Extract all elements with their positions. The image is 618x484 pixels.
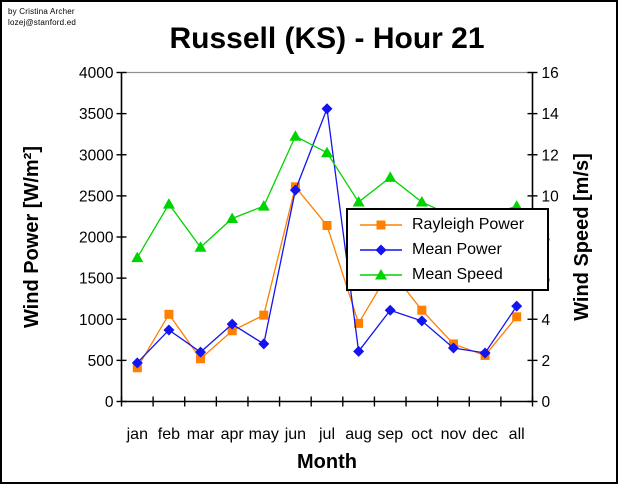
y-axis-left-title: Wind Power [W/m²] <box>21 146 43 328</box>
chart-title: Russell (KS) - Hour 21 <box>169 22 484 55</box>
rayleigh-power-marker-icon <box>360 220 402 229</box>
diamond-marker-icon <box>384 304 396 316</box>
credit-email: lozej@stanford.ed <box>8 18 77 27</box>
x-tick-label: jan <box>126 426 148 443</box>
x-tick-label: mar <box>187 426 215 443</box>
square-marker-icon <box>512 312 522 322</box>
y-left-tick-label: 2500 <box>79 188 114 205</box>
diamond-marker-icon <box>131 357 143 369</box>
diamond-marker-icon <box>375 244 387 255</box>
diamond-marker-icon <box>447 342 459 354</box>
legend-item-mean-speed: Mean Speed <box>358 262 547 287</box>
triangle-marker-icon <box>257 200 270 211</box>
x-tick-label: feb <box>158 426 180 443</box>
triangle-marker-icon <box>352 196 365 207</box>
x-tick-label: nov <box>441 426 467 443</box>
diamond-marker-icon <box>258 338 270 350</box>
diamond-marker-icon <box>353 345 365 357</box>
x-tick-label: dec <box>472 426 498 443</box>
square-marker-icon <box>322 220 332 230</box>
y-left-tick-label: 2000 <box>79 230 114 247</box>
y-left-tick-label: 500 <box>88 353 114 370</box>
legend-label: Mean Power <box>412 240 502 258</box>
square-marker-icon <box>417 305 427 315</box>
legend-box: Rayleigh Power Mean Power Mean Speed <box>346 208 549 291</box>
diamond-marker-icon <box>195 346 207 358</box>
y-right-tick-label: 16 <box>542 65 559 82</box>
diamond-marker-icon <box>321 103 333 115</box>
y-left-tick-label: 0 <box>105 394 114 411</box>
x-tick-label: sep <box>377 426 403 443</box>
x-tick-label: all <box>509 426 525 443</box>
y-right-tick-label: 14 <box>542 106 560 123</box>
y-right-tick-label: 0 <box>542 394 551 411</box>
triangle-marker-icon <box>162 198 175 209</box>
mean-speed-marker-icon <box>360 268 402 279</box>
diamond-marker-icon <box>163 324 175 336</box>
y-axis-right-title: Wind Speed [m/s] <box>571 153 593 321</box>
diamond-marker-icon <box>416 315 428 327</box>
legend-item-mean-power: Mean Power <box>358 237 547 262</box>
diamond-marker-icon <box>226 318 238 330</box>
y-right-tick-label: 4 <box>542 312 551 329</box>
square-marker-icon <box>227 326 237 336</box>
square-marker-icon <box>354 318 364 328</box>
triangle-marker-icon <box>415 196 428 207</box>
x-tick-label: apr <box>221 426 245 443</box>
y-left-tick-label: 1000 <box>79 312 114 329</box>
triangle-marker-icon <box>226 212 239 223</box>
triangle-marker-icon <box>289 130 302 141</box>
legend-item-rayleigh-power: Rayleigh Power <box>358 212 547 237</box>
x-tick-label: jun <box>284 426 306 443</box>
triangle-marker-icon <box>194 241 207 252</box>
y-right-tick-label: 10 <box>542 188 560 205</box>
triangle-marker-icon <box>131 251 144 263</box>
diamond-marker-icon <box>511 300 523 312</box>
y-right-tick-label: 12 <box>542 147 559 164</box>
y-left-tick-label: 4000 <box>79 65 114 82</box>
square-marker-icon <box>196 354 206 364</box>
triangle-marker-icon <box>384 171 397 182</box>
x-tick-label: oct <box>411 426 433 443</box>
square-marker-icon <box>376 220 386 229</box>
x-tick-label: aug <box>345 426 372 443</box>
diamond-marker-icon <box>289 184 301 196</box>
x-tick-label: may <box>249 426 279 443</box>
square-marker-icon <box>164 309 174 319</box>
y-left-tick-label: 1500 <box>79 271 114 288</box>
y-left-tick-label: 3000 <box>79 147 114 164</box>
diamond-marker-icon <box>479 347 491 359</box>
y-left-tick-label: 3500 <box>79 106 114 123</box>
triangle-marker-icon <box>375 268 387 279</box>
legend-label: Rayleigh Power <box>412 215 525 233</box>
triangle-marker-icon <box>321 146 333 158</box>
square-marker-icon <box>259 310 269 320</box>
y-right-tick-label: 2 <box>542 353 551 370</box>
mean-power-marker-icon <box>360 244 402 255</box>
x-axis-title: Month <box>297 451 357 473</box>
credit-block: by Cristina Archer lozej@stanford.ed <box>8 6 76 28</box>
credit-author: by Cristina Archer <box>8 7 75 16</box>
legend-label: Mean Speed <box>412 265 503 283</box>
x-tick-label: jul <box>318 426 335 443</box>
series-mean-power <box>131 103 523 369</box>
